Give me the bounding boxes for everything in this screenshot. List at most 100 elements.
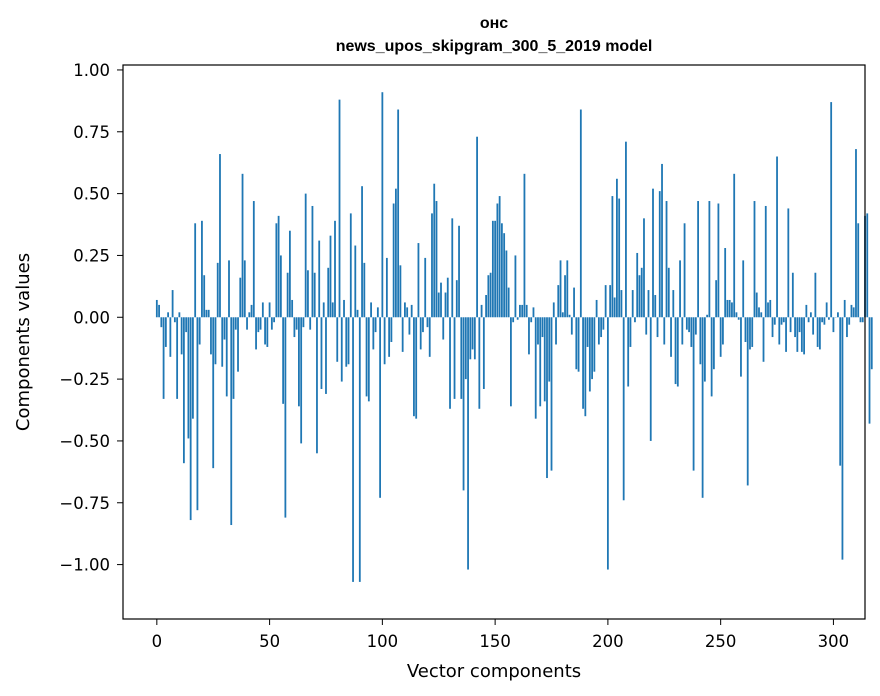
bar bbox=[336, 317, 339, 362]
bar bbox=[155, 299, 158, 318]
bar bbox=[568, 314, 571, 318]
bar bbox=[494, 220, 497, 318]
bar bbox=[742, 260, 745, 318]
bar bbox=[291, 299, 294, 318]
bar bbox=[473, 317, 476, 360]
bar bbox=[647, 290, 650, 318]
bar bbox=[189, 317, 192, 521]
bar bbox=[169, 317, 172, 357]
bar bbox=[586, 317, 589, 347]
bar bbox=[785, 317, 787, 352]
bar bbox=[180, 317, 183, 355]
bar bbox=[703, 317, 706, 382]
bar bbox=[198, 317, 201, 345]
bar bbox=[201, 220, 203, 318]
bar bbox=[500, 223, 503, 318]
bar bbox=[803, 317, 805, 355]
bar bbox=[530, 317, 533, 323]
bar bbox=[846, 317, 848, 338]
bar bbox=[496, 203, 499, 318]
bar bbox=[805, 304, 808, 318]
bar bbox=[462, 317, 465, 491]
bar bbox=[230, 317, 233, 526]
bar bbox=[205, 309, 208, 318]
bar bbox=[376, 307, 379, 318]
bar bbox=[760, 312, 763, 318]
bar bbox=[593, 317, 596, 372]
bar bbox=[796, 317, 799, 352]
bar bbox=[758, 307, 760, 318]
bar bbox=[782, 317, 785, 323]
bar bbox=[503, 233, 506, 318]
bar bbox=[397, 109, 400, 318]
bar bbox=[579, 109, 582, 318]
y-tick-label: 0.00 bbox=[73, 308, 110, 327]
bar bbox=[320, 317, 323, 389]
bar bbox=[419, 317, 422, 350]
bar bbox=[625, 141, 627, 318]
bar bbox=[532, 307, 535, 318]
bar bbox=[814, 272, 817, 318]
bar bbox=[307, 270, 309, 318]
bar bbox=[311, 205, 314, 318]
bar bbox=[800, 317, 803, 352]
bar bbox=[670, 317, 672, 357]
bar bbox=[246, 317, 248, 330]
bar bbox=[762, 317, 765, 362]
x-tick-label: 150 bbox=[479, 632, 511, 651]
bar bbox=[358, 317, 361, 582]
bar bbox=[521, 304, 524, 318]
bar bbox=[489, 272, 492, 318]
y-tick-label: −1.00 bbox=[59, 556, 110, 575]
bar bbox=[541, 317, 544, 338]
bar bbox=[708, 201, 711, 318]
bar bbox=[372, 317, 375, 350]
bar bbox=[480, 304, 483, 318]
bar bbox=[374, 317, 377, 333]
bar bbox=[809, 312, 812, 318]
bar bbox=[381, 92, 384, 318]
bar bbox=[848, 317, 851, 325]
bar bbox=[349, 213, 352, 318]
bar bbox=[453, 317, 456, 399]
bar bbox=[751, 317, 754, 347]
bar bbox=[812, 317, 815, 335]
bar bbox=[192, 317, 194, 419]
bar bbox=[523, 173, 526, 318]
bar bbox=[158, 304, 160, 318]
bar bbox=[861, 317, 864, 323]
bar bbox=[401, 317, 404, 352]
bar bbox=[582, 317, 584, 409]
bar bbox=[426, 317, 429, 328]
bar bbox=[273, 317, 275, 323]
bar bbox=[681, 317, 684, 345]
bar bbox=[546, 317, 548, 479]
bar bbox=[658, 191, 661, 318]
bar bbox=[787, 208, 790, 318]
bar bbox=[160, 317, 163, 328]
bars-group bbox=[155, 92, 873, 582]
bar bbox=[857, 223, 860, 318]
bar bbox=[498, 196, 501, 318]
bar bbox=[394, 188, 397, 318]
bar bbox=[712, 317, 715, 370]
bar bbox=[449, 317, 451, 409]
bar bbox=[638, 275, 641, 318]
bar bbox=[356, 309, 359, 318]
bar bbox=[654, 295, 657, 318]
x-axis-label: Vector components bbox=[407, 661, 581, 682]
bar bbox=[485, 295, 487, 318]
bar bbox=[719, 317, 722, 357]
bar bbox=[446, 277, 449, 318]
bar bbox=[300, 317, 303, 444]
bar bbox=[575, 317, 578, 370]
bar bbox=[329, 235, 332, 318]
bar bbox=[555, 317, 557, 345]
bar bbox=[724, 248, 727, 318]
x-tick-label: 50 bbox=[259, 632, 280, 651]
bar bbox=[694, 317, 697, 335]
bar bbox=[735, 312, 738, 318]
bar bbox=[162, 317, 165, 399]
bar bbox=[478, 317, 481, 409]
bar bbox=[539, 317, 542, 407]
